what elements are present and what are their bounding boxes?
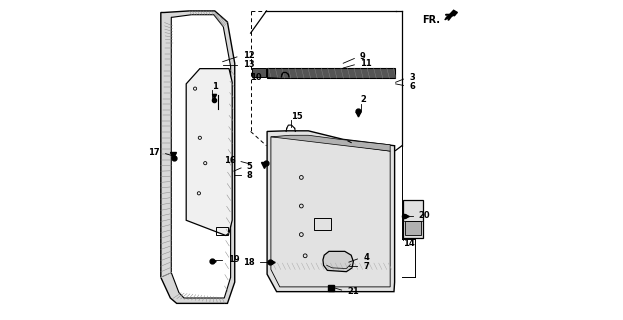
Text: 9: 9: [360, 52, 366, 61]
Text: 2: 2: [361, 95, 366, 104]
Bar: [404, 200, 422, 238]
Bar: [216, 227, 228, 236]
Text: 7: 7: [363, 262, 369, 271]
Bar: [327, 258, 346, 268]
Text: FR.: FR.: [422, 15, 440, 25]
Text: 21: 21: [348, 287, 359, 296]
Polygon shape: [323, 252, 353, 272]
Text: 3: 3: [409, 73, 415, 82]
Bar: [314, 218, 331, 230]
Text: 8: 8: [247, 171, 252, 180]
Polygon shape: [171, 15, 231, 298]
Text: 1: 1: [212, 82, 217, 91]
Text: 13: 13: [243, 60, 254, 69]
Text: 11: 11: [360, 59, 372, 68]
Text: 18: 18: [243, 258, 254, 267]
Polygon shape: [252, 68, 266, 77]
Text: 12: 12: [243, 51, 254, 60]
Text: 5: 5: [247, 162, 253, 171]
Text: 10: 10: [250, 73, 262, 82]
Text: 16: 16: [224, 156, 235, 165]
Text: 14: 14: [404, 239, 416, 248]
Polygon shape: [445, 10, 457, 20]
Text: 20: 20: [419, 211, 430, 220]
Text: 19: 19: [228, 255, 239, 264]
Polygon shape: [267, 68, 394, 78]
Text: 4: 4: [363, 253, 369, 262]
Text: 6: 6: [409, 82, 415, 91]
Polygon shape: [186, 69, 232, 236]
Polygon shape: [267, 131, 394, 292]
Text: 17: 17: [148, 148, 160, 157]
Text: 15: 15: [291, 112, 303, 121]
Polygon shape: [271, 135, 390, 151]
Polygon shape: [161, 11, 235, 303]
Bar: [405, 221, 421, 236]
